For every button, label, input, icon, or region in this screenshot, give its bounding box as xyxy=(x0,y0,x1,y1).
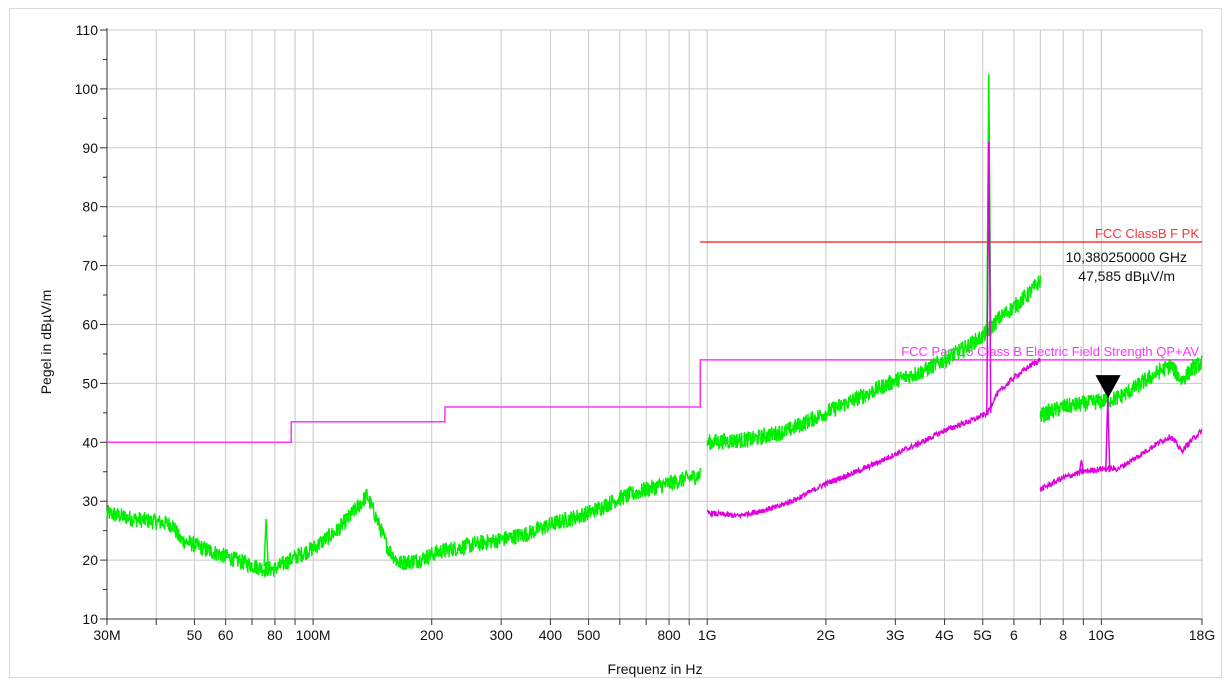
grid xyxy=(106,29,1203,620)
y-tick-label: 10 xyxy=(82,611,98,627)
x-tick-label: 400 xyxy=(539,627,563,643)
x-tick-label: 800 xyxy=(657,627,681,643)
peak-spike xyxy=(263,518,269,567)
x-tick-label: 300 xyxy=(489,627,513,643)
x-tick-label: 8 xyxy=(1059,627,1067,643)
x-tick-label: 500 xyxy=(577,627,601,643)
marker-level: 47,585 dBµV/m xyxy=(1078,268,1175,284)
average-trace-segment xyxy=(706,357,1041,520)
marker-frequency: 10,380250000 GHz xyxy=(1066,249,1187,265)
y-axis-label: Pegel in dBµV/m xyxy=(38,290,54,395)
average-spike xyxy=(1105,397,1111,472)
x-tick-label: 5G xyxy=(973,627,992,643)
y-tick-label: 20 xyxy=(82,552,98,568)
y-tick-label: 110 xyxy=(76,22,99,38)
x-tick-label: 60 xyxy=(218,627,234,643)
x-axis-label: Frequenz in Hz xyxy=(608,661,703,677)
y-tick-label: 90 xyxy=(82,140,98,156)
x-tick-label: 2G xyxy=(817,627,836,643)
y-tick-label: 70 xyxy=(82,258,98,274)
y-tick-label: 40 xyxy=(82,434,98,450)
y-tick-label: 60 xyxy=(82,317,98,333)
peak-trace-segment xyxy=(706,275,1042,451)
y-tick-label: 50 xyxy=(82,375,98,391)
x-tick-label: 50 xyxy=(187,627,203,643)
x-tick-label: 3G xyxy=(886,627,905,643)
axes: 10 20 30 40 50 60 70 80 90 100 110 30M 50 60 80 100M 200… xyxy=(75,22,1216,643)
chart-frame xyxy=(9,8,1222,678)
y-tick-label: 80 xyxy=(82,199,98,215)
x-tick-label: 80 xyxy=(267,627,283,643)
chart-labels: 10,380250000 GHz 47,585 dBµV/m xyxy=(1066,249,1187,398)
average-spike xyxy=(1078,459,1085,472)
x-tick-label: 1G xyxy=(698,627,717,643)
marker-triangle xyxy=(1095,375,1121,398)
x-tick-label: 200 xyxy=(420,627,444,643)
x-tick-label: 30M xyxy=(93,627,120,643)
measurement-series xyxy=(106,74,1203,579)
x-tick-label: 6 xyxy=(1010,627,1018,643)
limit-line xyxy=(107,359,1202,444)
y-tick-label: 100 xyxy=(75,81,99,97)
average-trace-segment xyxy=(1039,428,1203,493)
x-tick-label: 10G xyxy=(1088,627,1114,643)
y-tick-label: 30 xyxy=(82,493,98,509)
x-tick-label: 4G xyxy=(935,627,954,643)
average-spike xyxy=(986,141,992,413)
limit-label: FCC ClassB F PK xyxy=(1095,226,1199,241)
peak-trace-segment xyxy=(106,467,701,579)
peak-trace-segment xyxy=(1039,355,1203,423)
x-tick-label: 100M xyxy=(296,627,331,643)
x-tick-label: 18G xyxy=(1189,627,1215,643)
